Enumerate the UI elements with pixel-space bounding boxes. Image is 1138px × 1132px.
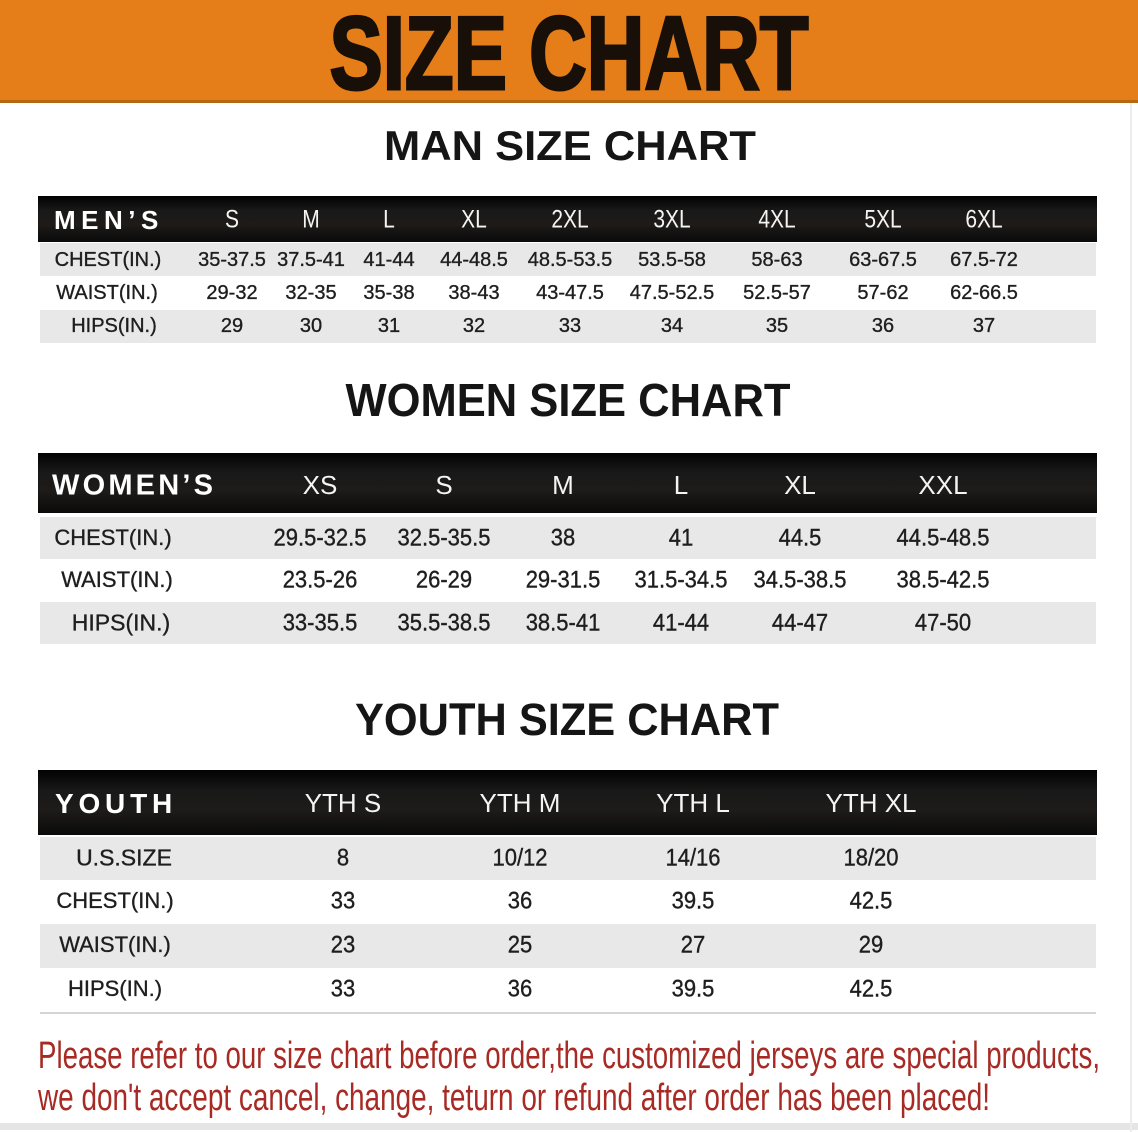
- svg-text:MAN SIZE CHART: MAN SIZE CHART: [384, 122, 756, 169]
- svg-text:YOUTH SIZE CHART: YOUTH SIZE CHART: [355, 694, 779, 745]
- svg-text:WOMEN SIZE CHART: WOMEN SIZE CHART: [346, 374, 791, 426]
- svg-text:SIZE CHART: SIZE CHART: [330, 0, 809, 110]
- svg-text:we don't accept cancel, change: we don't accept cancel, change, teturn o…: [37, 1077, 990, 1119]
- svg-text:Please refer to our size chart: Please refer to our size chart before or…: [38, 1035, 1100, 1077]
